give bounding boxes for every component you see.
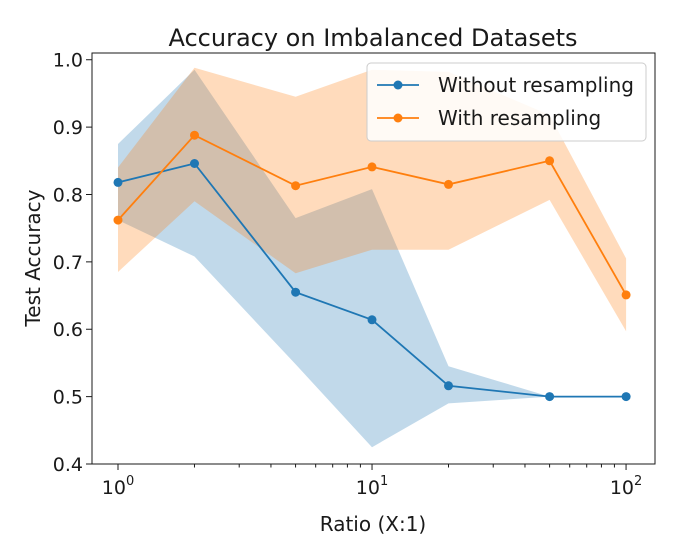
y-tick-label-3: 0.7 — [53, 252, 83, 274]
y-tick-label-5: 0.9 — [53, 117, 83, 139]
x-tick-label-0: 100 — [102, 474, 134, 499]
point-series-1-2 — [291, 181, 301, 191]
point-series-0-6 — [621, 392, 631, 402]
legend-marker-0 — [393, 80, 403, 90]
point-series-1-3 — [367, 162, 377, 172]
y-axis: 0.4 0.5 0.6 0.7 0.8 0.9 1.0 — [53, 50, 92, 476]
x-axis-title: Ratio (X:1) — [320, 512, 426, 536]
point-series-1-0 — [113, 215, 123, 225]
point-series-0-0 — [113, 177, 123, 187]
plot-frame — [91, 52, 656, 465]
point-series-1-4 — [444, 179, 453, 189]
point-series-1-5 — [545, 156, 555, 166]
point-series-1-1 — [190, 130, 199, 140]
point-series-0-3 — [367, 315, 377, 325]
x-tick-label-2: 102 — [610, 474, 642, 499]
chart-title: Accuracy on Imbalanced Datasets — [168, 24, 577, 52]
x-tick-label-1: 101 — [356, 474, 388, 499]
legend-label-0: Without resampling — [438, 73, 634, 97]
band-series-0 — [118, 69, 627, 448]
y-tick-label-4: 0.8 — [53, 184, 83, 206]
x-axis: 100 101 102 — [102, 464, 642, 499]
legend-label-1: With resampling — [438, 106, 601, 130]
y-tick-label-0: 0.4 — [53, 454, 83, 476]
legend-box — [366, 62, 647, 142]
y-axis-title: Test Accuracy — [21, 189, 45, 327]
y-tick-label-6: 1.0 — [53, 50, 83, 72]
legend: Without resampling With resampling — [366, 62, 647, 142]
legend-marker-1 — [393, 113, 403, 123]
point-series-0-2 — [291, 287, 301, 297]
y-tick-label-1: 0.5 — [53, 387, 83, 409]
series-points — [113, 130, 631, 402]
point-series-0-4 — [444, 381, 453, 391]
y-tick-label-2: 0.6 — [53, 319, 83, 341]
point-series-0-1 — [190, 159, 199, 168]
point-series-1-6 — [621, 290, 631, 300]
point-series-0-5 — [545, 392, 555, 402]
